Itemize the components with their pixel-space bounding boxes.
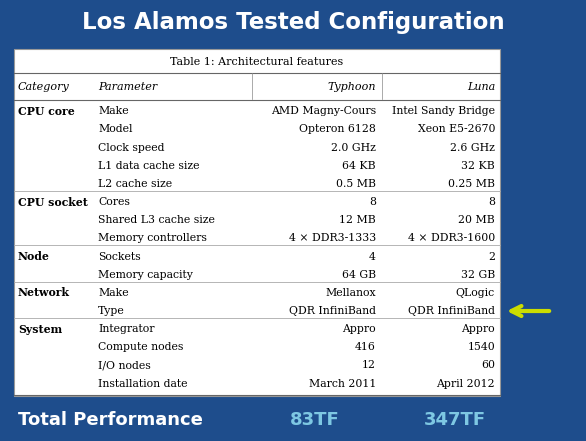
Text: Intel Sandy Bridge: Intel Sandy Bridge xyxy=(392,106,495,116)
Bar xyxy=(14,49,500,396)
Text: Parameter: Parameter xyxy=(98,82,157,92)
Text: I/O nodes: I/O nodes xyxy=(98,360,151,370)
Text: L1 data cache size: L1 data cache size xyxy=(98,161,199,171)
Text: Opteron 6128: Opteron 6128 xyxy=(299,124,376,135)
Text: 4: 4 xyxy=(369,251,376,262)
Text: Appro: Appro xyxy=(342,324,376,334)
Text: 8: 8 xyxy=(488,197,495,207)
Text: 2.0 GHz: 2.0 GHz xyxy=(331,142,376,153)
Text: Cores: Cores xyxy=(98,197,130,207)
Text: 0.5 MB: 0.5 MB xyxy=(336,179,376,189)
Text: QDR InfiniBand: QDR InfiniBand xyxy=(408,306,495,316)
Text: Node: Node xyxy=(18,251,50,262)
Text: Sockets: Sockets xyxy=(98,251,141,262)
Text: CPU socket: CPU socket xyxy=(18,197,88,208)
Text: 32 KB: 32 KB xyxy=(461,161,495,171)
Text: Memory capacity: Memory capacity xyxy=(98,270,193,280)
Text: 1540: 1540 xyxy=(467,342,495,352)
Text: Table 1: Architectural features: Table 1: Architectural features xyxy=(171,57,343,67)
Text: AMD Magny-Cours: AMD Magny-Cours xyxy=(271,106,376,116)
Text: Appro: Appro xyxy=(461,324,495,334)
Text: 4 × DDR3-1600: 4 × DDR3-1600 xyxy=(408,233,495,243)
Text: Total Performance: Total Performance xyxy=(18,411,203,429)
Bar xyxy=(0,399,586,441)
Text: 2: 2 xyxy=(488,251,495,262)
Text: 64 GB: 64 GB xyxy=(342,270,376,280)
Text: 83TF: 83TF xyxy=(290,411,340,429)
Text: L2 cache size: L2 cache size xyxy=(98,179,172,189)
Text: Network: Network xyxy=(18,288,70,299)
Text: CPU core: CPU core xyxy=(18,106,75,117)
Text: Memory controllers: Memory controllers xyxy=(98,233,207,243)
Text: Los Alamos Tested Configuration: Los Alamos Tested Configuration xyxy=(81,11,505,34)
Text: QLogic: QLogic xyxy=(456,288,495,298)
Text: 60: 60 xyxy=(481,360,495,370)
Text: 347TF: 347TF xyxy=(424,411,486,429)
Text: Shared L3 cache size: Shared L3 cache size xyxy=(98,215,215,225)
Text: Xeon E5-2670: Xeon E5-2670 xyxy=(417,124,495,135)
Text: 12 MB: 12 MB xyxy=(339,215,376,225)
Text: 32 GB: 32 GB xyxy=(461,270,495,280)
Text: Luna: Luna xyxy=(467,82,495,92)
Text: April 2012: April 2012 xyxy=(437,379,495,389)
Text: Category: Category xyxy=(18,82,70,92)
Text: 0.25 MB: 0.25 MB xyxy=(448,179,495,189)
Text: Installation date: Installation date xyxy=(98,379,188,389)
Text: Make: Make xyxy=(98,106,128,116)
Text: System: System xyxy=(18,324,62,335)
Text: Typhoon: Typhoon xyxy=(328,82,376,92)
Text: Compute nodes: Compute nodes xyxy=(98,342,183,352)
Text: March 2011: March 2011 xyxy=(309,379,376,389)
Text: Type: Type xyxy=(98,306,125,316)
Text: 12: 12 xyxy=(362,360,376,370)
Text: Clock speed: Clock speed xyxy=(98,142,165,153)
Text: 2.6 GHz: 2.6 GHz xyxy=(450,142,495,153)
Text: 416: 416 xyxy=(355,342,376,352)
Text: 20 MB: 20 MB xyxy=(458,215,495,225)
Text: Make: Make xyxy=(98,288,128,298)
Text: 4 × DDR3-1333: 4 × DDR3-1333 xyxy=(289,233,376,243)
Text: Model: Model xyxy=(98,124,132,135)
Text: Mellanox: Mellanox xyxy=(325,288,376,298)
Text: QDR InfiniBand: QDR InfiniBand xyxy=(289,306,376,316)
Text: Integrator: Integrator xyxy=(98,324,155,334)
Text: 64 KB: 64 KB xyxy=(342,161,376,171)
Text: 8: 8 xyxy=(369,197,376,207)
